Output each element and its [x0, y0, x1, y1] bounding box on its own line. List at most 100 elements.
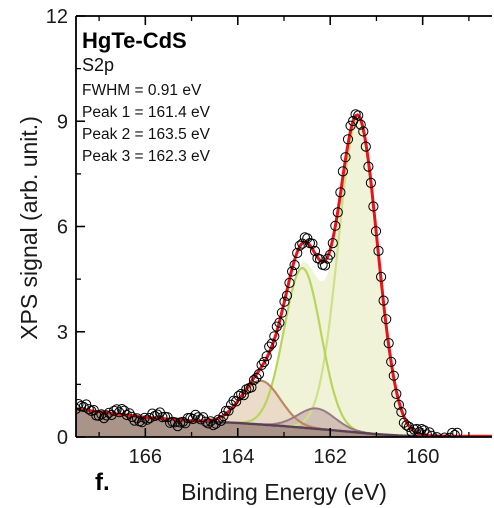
- data-point: [381, 314, 392, 325]
- data-point: [368, 201, 379, 212]
- data-point: [309, 245, 321, 257]
- data-point: [203, 418, 214, 429]
- annotation-fwhm: FWHM = 0.91 eV: [82, 82, 202, 99]
- data-point: [439, 432, 450, 437]
- data-point: [233, 390, 244, 401]
- data-point: [383, 338, 394, 349]
- x-tick-label: 162: [314, 446, 347, 468]
- data-point: [279, 296, 290, 307]
- data-point: [391, 388, 402, 399]
- data-point: [307, 238, 318, 249]
- data-point: [449, 429, 460, 437]
- data-point: [396, 406, 407, 418]
- data-point: [246, 382, 257, 393]
- data-point: [373, 245, 384, 256]
- data-point: [386, 356, 397, 367]
- y-tick-label: 12: [46, 6, 68, 28]
- data-point: [320, 260, 331, 271]
- x-tick-label: 164: [221, 446, 254, 468]
- data-point: [440, 436, 445, 437]
- data-point: [327, 238, 338, 249]
- data-point: [266, 338, 277, 349]
- annotation-peak-3: Peak 3 = 162.3 eV: [82, 148, 211, 165]
- data-point: [287, 266, 298, 277]
- axes: [75, 15, 492, 438]
- data-point: [353, 110, 364, 121]
- data-point: [345, 120, 356, 131]
- data-point: [76, 399, 84, 410]
- data-point: [109, 405, 120, 416]
- data-point: [129, 415, 140, 426]
- data-point: [444, 432, 455, 437]
- data-point: [335, 187, 346, 198]
- data-point: [147, 408, 158, 419]
- data-point: [342, 134, 354, 145]
- data-point: [281, 290, 293, 301]
- data-point: [251, 372, 262, 383]
- data-point: [215, 415, 226, 426]
- data-point: [330, 220, 341, 231]
- data-point: [126, 411, 137, 422]
- annotation-subtitle: S2p: [82, 55, 114, 75]
- data-point: [426, 430, 437, 437]
- data-point: [116, 404, 127, 415]
- data-point: [435, 435, 444, 437]
- data-point: [81, 399, 92, 410]
- data-point: [370, 226, 382, 237]
- data-point: [256, 359, 267, 371]
- data-point: [312, 253, 323, 264]
- data-point: [294, 240, 305, 251]
- data-point: [223, 405, 234, 416]
- data-point: [358, 126, 369, 137]
- data-point: [340, 152, 351, 163]
- x-tick-label: 160: [406, 446, 439, 468]
- data-point: [131, 413, 143, 424]
- data-point: [378, 295, 389, 306]
- data-point: [88, 405, 99, 416]
- data-point: [315, 254, 326, 265]
- data-point: [93, 410, 105, 421]
- data-point: [430, 434, 439, 437]
- data-point: [121, 409, 132, 421]
- x-axis-title: Binding Energy (eV): [181, 479, 387, 505]
- data-point: [269, 331, 280, 342]
- annotation-title: HgTe-CdS: [82, 28, 187, 53]
- panel-label: f.: [95, 469, 110, 496]
- data-point: [192, 412, 204, 423]
- annotation-peak-2: Peak 2 = 163.5 eV: [82, 126, 211, 143]
- y-tick-label: 9: [57, 111, 68, 133]
- data-point: [360, 141, 371, 152]
- data-point: [261, 351, 272, 362]
- data-point: [393, 399, 404, 410]
- data-point: [442, 434, 452, 437]
- data-point: [431, 432, 443, 437]
- main-peaks-fill: [76, 116, 492, 437]
- data-point: [337, 166, 348, 177]
- x-tick-label: 166: [129, 446, 162, 468]
- tick-labels: 166 164 162 160 0 3 6 9 12: [46, 6, 440, 468]
- data-point: [218, 411, 229, 422]
- data-point: [114, 407, 125, 418]
- data-point: [276, 307, 287, 318]
- y-tick-label: 6: [57, 217, 68, 239]
- data-point: [180, 418, 191, 429]
- data-point: [363, 161, 374, 172]
- data-point: [149, 410, 160, 422]
- data-point: [238, 390, 249, 401]
- data-point: [403, 421, 415, 432]
- data-point: [292, 247, 303, 259]
- data-point: [325, 249, 336, 260]
- data-point: [208, 420, 219, 431]
- data-point: [111, 404, 122, 415]
- data-point: [355, 119, 366, 130]
- data-point: [253, 369, 265, 380]
- data-point: [231, 396, 242, 407]
- data-point: [152, 409, 163, 420]
- data-points: [76, 109, 463, 437]
- y-axis-title: XPS signal (arb. unit.): [16, 116, 42, 340]
- data-point: [83, 404, 94, 415]
- data-point: [264, 341, 275, 352]
- data-point: [376, 271, 387, 282]
- data-point: [365, 177, 376, 188]
